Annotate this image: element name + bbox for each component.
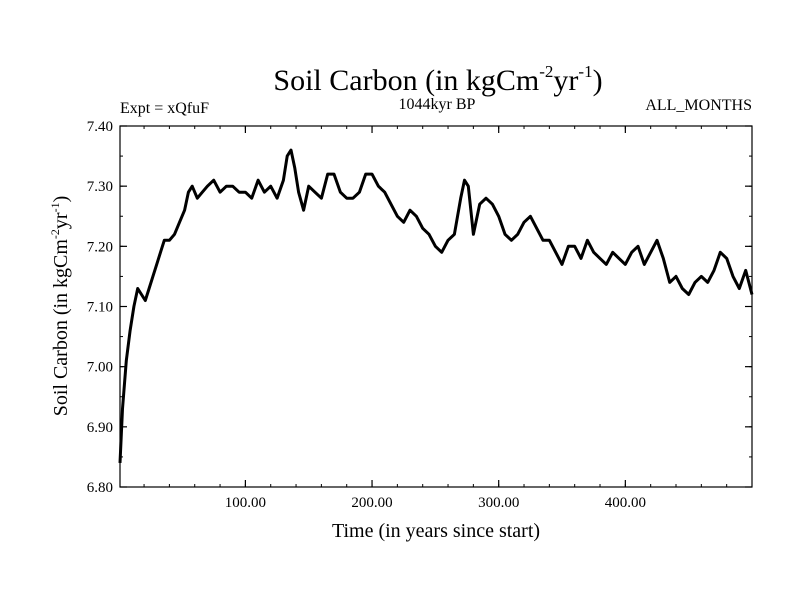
y-axis-title: Soil Carbon (in kgCm-2yr-1) <box>48 196 72 417</box>
y-tick-label: 7.30 <box>87 179 113 195</box>
x-tick-label: 300.00 <box>478 495 519 511</box>
x-tick-label: 200.00 <box>351 495 392 511</box>
x-axis-title: Time (in years since start) <box>332 520 540 542</box>
months-label: ALL_MONTHS <box>645 97 752 114</box>
y-tick-label: 6.80 <box>87 480 113 496</box>
chart-title: Soil Carbon (in kgCm-2yr-1) <box>273 62 602 97</box>
x-tick-label: 400.00 <box>605 495 646 511</box>
experiment-label: Expt = xQfuF <box>120 100 209 117</box>
y-tick-label: 7.10 <box>87 300 113 316</box>
series-line-0 <box>118 148 754 463</box>
y-tick-label: 6.90 <box>87 420 113 436</box>
x-tick-label: 100.00 <box>225 495 266 511</box>
x-axis: 100.00 200.00 300.00 400.00 <box>143 126 728 511</box>
series-group <box>118 148 754 463</box>
y-tick-label: 7.40 <box>87 119 113 135</box>
y-axis: 6.80 6.90 7.00 7.10 7.20 7.30 7.40 <box>87 119 752 496</box>
y-tick-label: 7.20 <box>87 239 113 255</box>
y-tick-label: 7.00 <box>87 360 113 376</box>
period-label: 1044kyr BP <box>399 96 476 113</box>
